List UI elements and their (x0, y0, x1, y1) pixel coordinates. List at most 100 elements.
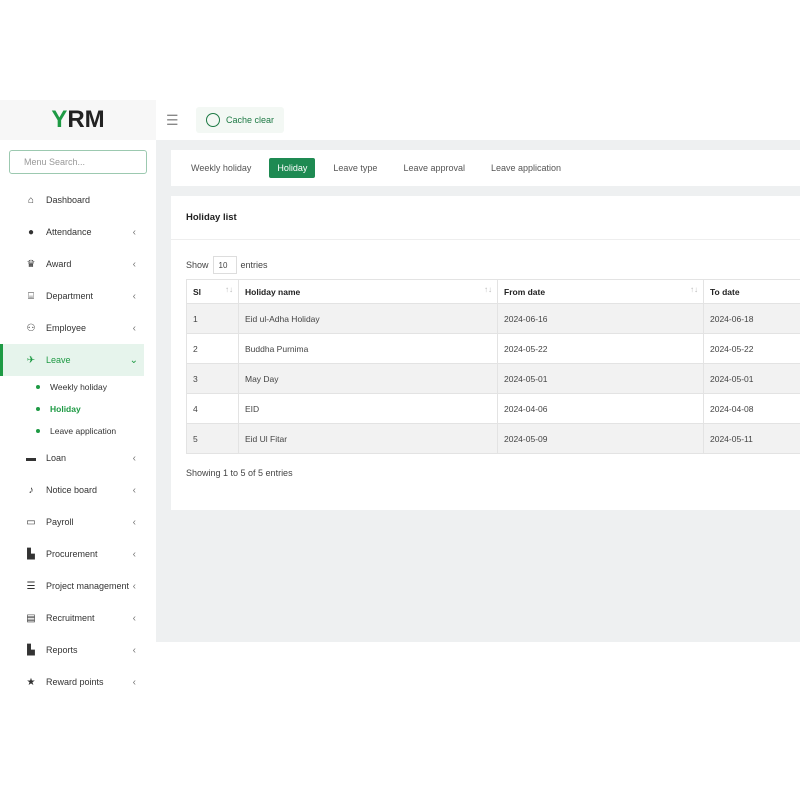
tab-holiday[interactable]: Holiday (269, 158, 316, 178)
table-cell: 2024-05-11 (703, 423, 800, 454)
menu-search-input[interactable]: Menu Search... (9, 150, 147, 174)
table-cell: May Day (238, 363, 498, 394)
chevron-left-icon: ‹ (132, 290, 136, 302)
column-header-label: To date (710, 286, 740, 297)
bullet-icon (36, 429, 40, 433)
sidebar-item-recruitment[interactable]: ▤ Recruitment ‹ (0, 602, 156, 634)
bell-icon: ♪ (28, 484, 34, 496)
sidebar-item-reports[interactable]: ▙ Reports ‹ (0, 634, 156, 666)
table-cell: Eid Ul Fitar (238, 423, 498, 454)
chevron-left-icon: ‹ (132, 226, 136, 238)
leave-tabs: Weekly holiday Holiday Leave type Leave app… (171, 150, 800, 186)
trophy-icon: ♛ (26, 258, 36, 270)
table-cell: 2024-06-16 (497, 303, 704, 334)
sidebar-menu: ⌂ Dashboard ● Attendance ‹ ♛ Award ‹ ⌸ Department… (0, 184, 156, 698)
plane-icon: ✈ (26, 354, 36, 366)
table-row: 2 Buddha Purnima 2024-05-22 2024-05-22 (186, 333, 800, 364)
chevron-left-icon: ‹ (132, 452, 136, 464)
table-cell: 2024-06-18 (703, 303, 800, 334)
sort-icon[interactable]: ↑↓ (484, 285, 492, 294)
credit-card-icon: ▭ (26, 516, 36, 528)
tab-leave-approval[interactable]: Leave approval (403, 163, 465, 173)
sidebar-item-label: Leave (46, 355, 71, 365)
chevron-left-icon: ‹ (132, 484, 136, 496)
sidebar-subitem-leave-application[interactable]: Leave application (0, 420, 156, 442)
sidebar-item-label: Department (46, 291, 94, 301)
sidebar-item-label: Employee (46, 323, 87, 333)
table-cell: Eid ul-Adha Holiday (238, 303, 498, 334)
show-label: Show (186, 260, 209, 270)
table-cell: 2024-05-01 (703, 363, 800, 394)
tab-leave-type[interactable]: Leave type (333, 163, 378, 173)
column-header[interactable]: Holiday name ↑↓ (238, 279, 498, 304)
menu-toggle-icon[interactable]: ☰ (166, 111, 179, 128)
sidebar-item-label: Reward points (46, 677, 104, 687)
broom-icon (206, 113, 220, 127)
column-header[interactable]: To date (703, 279, 800, 304)
cache-clear-label: Cache clear (226, 115, 275, 125)
sidebar-subitem-label: Holiday (50, 404, 81, 414)
chevron-left-icon: ‹ (132, 612, 136, 624)
column-header[interactable]: Sl ↑↓ (186, 279, 239, 304)
sidebar-item-procurement[interactable]: ▙ Procurement ‹ (0, 538, 156, 570)
chevron-left-icon: ‹ (132, 644, 136, 656)
top-header: ☰ Cache clear (156, 100, 800, 140)
sidebar-item-label: Attendance (46, 227, 92, 237)
table-cell: 1 (186, 303, 239, 334)
table-cell: 4 (186, 393, 239, 424)
sidebar-item-dashboard[interactable]: ⌂ Dashboard (0, 184, 156, 216)
sidebar-item-leave[interactable]: ✈ Leave ⌄ (0, 344, 144, 376)
table-cell: Buddha Purnima (238, 333, 498, 364)
logo[interactable]: Y RM (0, 100, 156, 140)
chevron-left-icon: ‹ (132, 676, 136, 688)
card-title: Holiday list (171, 196, 800, 240)
entries-length: Show 10 entries (186, 256, 268, 274)
sidebar-item-loan[interactable]: ▬ Loan ‹ (0, 442, 156, 474)
holiday-table: Sl ↑↓ Holiday name ↑↓ From date ↑↓ To date 1 Ei… (186, 279, 800, 454)
users-icon: ⚇ (26, 322, 36, 334)
table-cell: 5 (186, 423, 239, 454)
entries-select[interactable]: 10 (212, 256, 237, 274)
sidebar-item-department[interactable]: ⌸ Department ‹ (0, 280, 156, 312)
bank-icon: ⌸ (28, 290, 34, 302)
table-cell: 2024-04-06 (497, 393, 704, 424)
sidebar-item-attendance[interactable]: ● Attendance ‹ (0, 216, 156, 248)
sidebar-item-label: Loan (46, 453, 67, 463)
tab-leave-application[interactable]: Leave application (490, 163, 562, 173)
chevron-left-icon: ‹ (132, 258, 136, 270)
sort-icon[interactable]: ↑↓ (690, 285, 698, 294)
column-header-label: From date (504, 286, 546, 297)
sidebar-subitem-holiday[interactable]: Holiday (0, 398, 156, 420)
chevron-left-icon: ‹ (132, 322, 136, 334)
table-row: 5 Eid Ul Fitar 2024-05-09 2024-05-11 (186, 423, 800, 454)
table-cell: 2024-05-01 (497, 363, 704, 394)
sidebar-item-award[interactable]: ♛ Award ‹ (0, 248, 156, 280)
cache-clear-button[interactable]: Cache clear (196, 107, 285, 133)
table-cell: 2024-05-09 (497, 423, 704, 454)
sidebar-item-payroll[interactable]: ▭ Payroll ‹ (0, 506, 156, 538)
sidebar-item-label: Payroll (46, 517, 74, 527)
chevron-left-icon: ‹ (132, 516, 136, 528)
sidebar-subitem-weekly-holiday[interactable]: Weekly holiday (0, 376, 156, 398)
sidebar-item-label: Award (46, 259, 72, 269)
bullet-icon (36, 385, 40, 389)
sidebar-item-reward-points[interactable]: ★ Reward points ‹ (0, 666, 156, 698)
sidebar-item-employee[interactable]: ⚇ Employee ‹ (0, 312, 156, 344)
table-cell: 2024-05-22 (497, 333, 704, 364)
sidebar: Y RM Menu Search... ⌂ Dashboard ● Attendance… (0, 100, 156, 700)
column-header[interactable]: From date ↑↓ (497, 279, 704, 304)
tab-weekly-holiday[interactable]: Weekly holiday (191, 163, 252, 173)
sidebar-item-project-management[interactable]: ☰ Project management ‹ (0, 570, 156, 602)
table-cell: 2 (186, 333, 239, 364)
sidebar-item-label: Reports (46, 645, 78, 655)
wallet-icon: ▬ (26, 452, 36, 464)
sidebar-item-notice-board[interactable]: ♪ Notice board ‹ (0, 474, 156, 506)
sidebar-subitem-label: Weekly holiday (50, 382, 108, 392)
sidebar-item-label: Notice board (46, 485, 98, 495)
star-icon: ★ (26, 676, 36, 688)
sort-icon[interactable]: ↑↓ (225, 285, 233, 294)
chevron-down-icon: ⌄ (129, 354, 138, 366)
table-cell: 2024-05-22 (703, 333, 800, 364)
column-header-label: Holiday name (245, 286, 301, 297)
user-icon: ● (27, 226, 35, 238)
